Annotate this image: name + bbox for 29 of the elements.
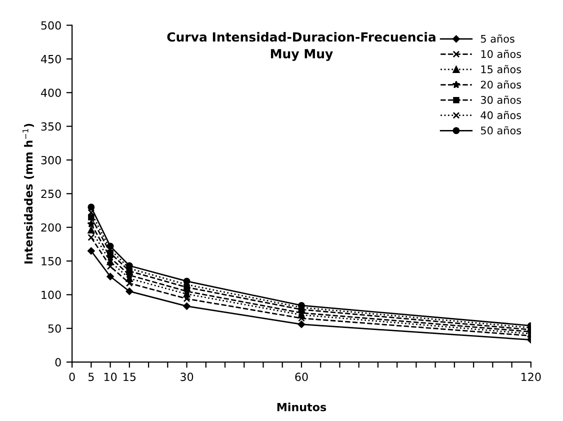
legend-label: 10 años <box>481 50 522 58</box>
x-tick-label: 120 <box>522 372 541 382</box>
chart-title: Curva Intensidad-Duracion-Frecuencia <box>167 32 436 42</box>
x-tick-label: 5 <box>88 372 94 382</box>
y-tick-label: 250 <box>41 190 61 198</box>
legend-label: 50 años <box>480 126 522 134</box>
legend-label: 20 años <box>480 80 522 89</box>
y-tick-label: 350 <box>41 122 61 131</box>
x-axis-title: Minutos <box>277 402 326 412</box>
x-tick-label: 30 <box>180 372 194 382</box>
legend-label: 30 años <box>480 96 522 104</box>
legend-label: 15 años <box>481 65 522 74</box>
y-tick-label: 150 <box>42 256 61 266</box>
x-tick-label: 0 <box>69 372 75 382</box>
y-tick-label: 0 <box>55 358 61 366</box>
y-tick-label: 200 <box>41 223 61 232</box>
x-tick-label: 15 <box>124 372 136 382</box>
legend-label: 5 años <box>480 34 514 43</box>
y-tick-label: 500 <box>41 21 61 30</box>
y-axis-title: Intensidades (mm h$^{−1}$) <box>22 124 34 264</box>
x-tick-label: 60 <box>295 372 308 382</box>
y-tick-label: 50 <box>48 324 61 333</box>
x-tick-label: 10 <box>104 372 117 382</box>
y-tick-label: 400 <box>40 88 61 97</box>
y-tick-label: 450 <box>40 54 61 64</box>
text: Muy Muy <box>270 49 333 61</box>
y-tick-label: 300 <box>41 156 61 164</box>
y-tick-label: 100 <box>42 290 61 300</box>
legend-label: 40 años <box>480 110 522 120</box>
